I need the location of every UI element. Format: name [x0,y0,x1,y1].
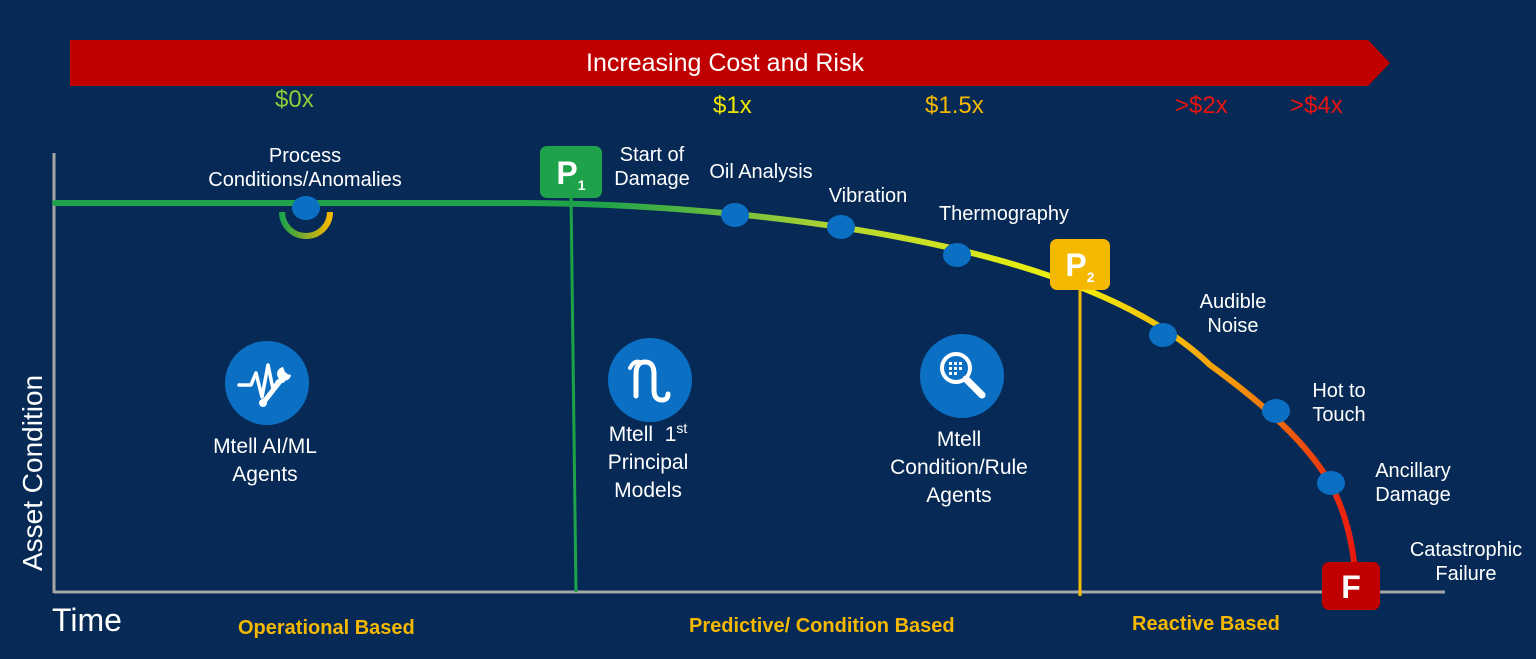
start-of-damage-line2: Damage [614,168,690,190]
process-conditions-label: Process Conditions/Anomalies [190,144,420,192]
principal-models-label: Mtell 1st Principal Models [578,414,718,505]
ancillary-damage-label: Ancillary Damage [1364,459,1462,507]
cost-risk-arrow [70,40,1390,86]
cost-2x: >$2x [1175,92,1228,119]
condition-line1: Mtell [936,428,982,451]
p1-vertical-line [569,194,578,593]
dot-ancillary [1317,471,1345,495]
phase-reactive: Reactive Based [1132,613,1280,635]
magnifier-icon [920,334,1004,418]
ai-ml-line2: Agents [232,463,298,486]
principal-line1: Mtell 1st [578,414,718,449]
omega-symbol-icon [608,338,692,422]
dot-thermography [943,243,971,267]
cost-1x: $1x [713,92,752,119]
dot-vibration [827,215,855,239]
p2-letter: P [1065,247,1087,283]
condition-line2: Condition/Rule [890,456,1028,479]
vibration-label: Vibration [828,185,908,207]
p2-badge: P2 [1050,239,1110,290]
cost-4x: >$4x [1290,92,1343,119]
process-line2: Conditions/Anomalies [208,169,402,191]
p1-letter: P [556,155,578,191]
start-of-damage-line1: Start of [619,144,685,166]
dot-noise [1149,323,1177,347]
catastrophic-line1: Catastrophic [1409,539,1523,561]
thermography-label: Thermography [938,203,1070,225]
principal-superscript: st [676,420,688,436]
dot-oil [721,203,749,227]
principal-line1-text: Mtell 1 [608,423,677,446]
p2-subscript: 2 [1086,269,1095,285]
hot-line2: Touch [1312,404,1366,426]
catastrophic-line2: Failure [1435,563,1497,585]
banner-label: Increasing Cost and Risk [586,49,864,77]
process-line1: Process [268,145,342,167]
hot-line1: Hot to [1312,380,1366,402]
failure-letter: F [1341,569,1361,605]
indicator-dots [292,196,1345,495]
ancillary-line1: Ancillary [1375,460,1451,482]
phase-predictive: Predictive/ Condition Based [689,615,955,637]
start-of-damage-label: Start of Damage [606,143,698,191]
oil-analysis-label: Oil Analysis [709,161,813,183]
cost-0x: $0x [275,86,314,113]
condition-line3: Agents [926,484,992,507]
y-axis-label: Asset Condition [17,374,48,571]
failure-badge: F [1322,562,1380,610]
hot-to-touch-label: Hot to Touch [1302,379,1376,427]
principal-line3: Models [614,479,682,502]
ancillary-line2: Damage [1375,484,1451,506]
phase-operational: Operational Based [238,617,415,639]
ai-ml-line1: Mtell AI/ML [213,435,317,458]
cost-1-5x: $1.5x [925,92,984,119]
p1-subscript: 1 [577,177,586,193]
p1-badge: P1 [540,146,602,198]
dot-process [292,196,320,220]
catastrophic-failure-label: Catastrophic Failure [1398,538,1534,586]
principal-line2: Principal [607,451,689,474]
noise-line2: Noise [1207,315,1259,337]
ai-ml-agents-label: Mtell AI/ML Agents [180,433,350,489]
noise-line1: Audible [1199,291,1267,313]
x-axis-label: Time [52,602,122,638]
audible-noise-label: Audible Noise [1186,290,1280,338]
waveform-wrench-icon [225,341,309,425]
condition-rule-agents-label: Mtell Condition/Rule Agents [874,426,1044,510]
dot-hot [1262,399,1290,423]
anomaly-ring [279,211,333,239]
